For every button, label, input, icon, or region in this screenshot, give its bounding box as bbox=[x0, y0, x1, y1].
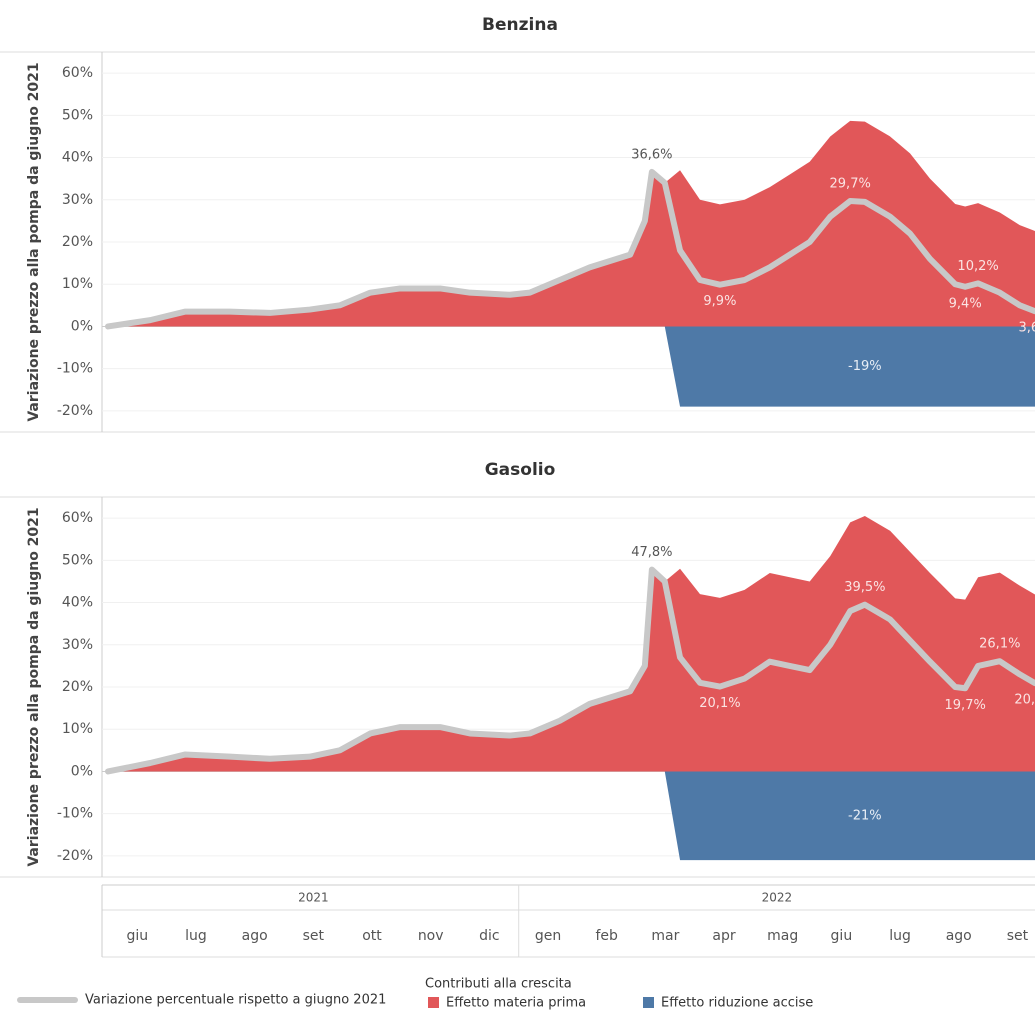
y-tick-label: -20% bbox=[57, 403, 93, 419]
y-tick-label: 30% bbox=[62, 192, 93, 208]
x-tick-label: giu bbox=[831, 928, 853, 944]
legend-label: Effetto riduzione accise bbox=[661, 996, 813, 1011]
data-label: 29,7% bbox=[830, 177, 871, 192]
x-tick-label: giu bbox=[127, 928, 149, 944]
data-label: 10,2% bbox=[957, 259, 998, 274]
x-tick-label: ott bbox=[362, 928, 382, 944]
year-label: 2021 bbox=[298, 891, 329, 905]
area bbox=[108, 771, 1035, 861]
y-tick-label: 10% bbox=[62, 276, 93, 292]
y-axis-label: Variazione prezzo alla pompa da giugno 2… bbox=[26, 62, 42, 421]
y-tick-label: 0% bbox=[71, 318, 93, 334]
x-tick-label: nov bbox=[418, 928, 444, 944]
x-tick-label: gen bbox=[535, 928, 561, 944]
data-label: 47,8% bbox=[631, 545, 672, 560]
x-tick-label: mar bbox=[651, 928, 679, 944]
x-tick-label: ago bbox=[946, 928, 972, 944]
y-tick-label: 50% bbox=[62, 552, 93, 568]
y-tick-label: 50% bbox=[62, 107, 93, 123]
x-tick-label: mag bbox=[767, 928, 798, 944]
x-tick-label: lug bbox=[889, 928, 911, 944]
data-label: 9,9% bbox=[703, 294, 736, 309]
x-tick-label: ago bbox=[242, 928, 268, 944]
data-label: -21% bbox=[848, 808, 882, 823]
x-tick-label: set bbox=[1007, 928, 1029, 944]
y-tick-label: 60% bbox=[62, 65, 93, 81]
y-tick-label: -20% bbox=[57, 848, 93, 864]
area bbox=[108, 120, 1035, 327]
y-tick-label: 30% bbox=[62, 637, 93, 653]
data-label: 3,6% bbox=[1018, 321, 1035, 336]
data-label: 26,1% bbox=[979, 637, 1020, 652]
chart-title: Benzina bbox=[482, 15, 558, 35]
x-tick-label: feb bbox=[595, 928, 618, 944]
legend-label: Effetto materia prima bbox=[446, 996, 586, 1011]
y-tick-label: 60% bbox=[62, 510, 93, 526]
data-label: 9,4% bbox=[949, 296, 982, 311]
data-label: 36,6% bbox=[631, 147, 672, 162]
y-axis-label: Variazione prezzo alla pompa da giugno 2… bbox=[26, 507, 42, 866]
data-label: 20,1% bbox=[699, 696, 740, 711]
data-label: 20,9% bbox=[1014, 693, 1035, 708]
y-tick-label: 40% bbox=[62, 595, 93, 611]
year-label: 2022 bbox=[762, 891, 793, 905]
area bbox=[108, 516, 1035, 772]
y-tick-label: -10% bbox=[57, 361, 93, 377]
data-label: 19,7% bbox=[945, 698, 986, 713]
legend-swatch bbox=[428, 997, 439, 1008]
x-tick-label: dic bbox=[479, 928, 499, 944]
y-tick-label: 20% bbox=[62, 679, 93, 695]
area bbox=[108, 326, 1035, 407]
data-label: 39,5% bbox=[844, 580, 885, 595]
legend-title: Contributi alla crescita bbox=[425, 977, 572, 992]
data-label: -19% bbox=[848, 359, 882, 374]
y-tick-label: 20% bbox=[62, 234, 93, 250]
x-tick-label: lug bbox=[185, 928, 207, 944]
y-tick-label: 0% bbox=[71, 763, 93, 779]
y-tick-label: -10% bbox=[57, 806, 93, 822]
legend-swatch bbox=[643, 997, 654, 1008]
x-tick-label: apr bbox=[712, 928, 735, 944]
line bbox=[105, 566, 1035, 775]
line bbox=[105, 168, 1035, 330]
y-tick-label: 40% bbox=[62, 150, 93, 166]
y-tick-label: 10% bbox=[62, 721, 93, 737]
chart-title: Gasolio bbox=[485, 460, 556, 480]
x-tick-label: set bbox=[303, 928, 325, 944]
legend-label: Variazione percentuale rispetto a giugno… bbox=[85, 993, 386, 1008]
